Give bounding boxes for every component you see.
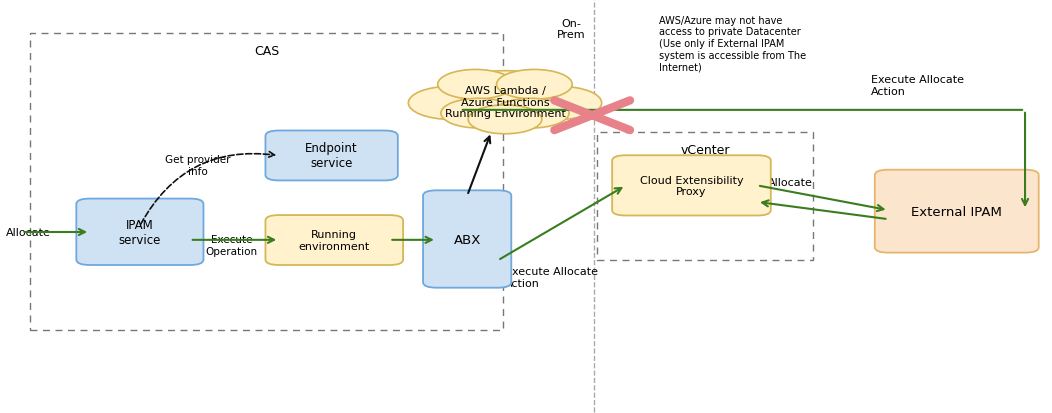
Text: Execute Allocate
Action: Execute Allocate Action — [505, 266, 598, 288]
Circle shape — [408, 87, 492, 120]
Text: vCenter: vCenter — [681, 144, 730, 157]
Text: Allocate: Allocate — [6, 228, 50, 237]
Text: Get provider
info: Get provider info — [165, 154, 231, 176]
FancyBboxPatch shape — [423, 191, 511, 288]
FancyBboxPatch shape — [77, 199, 203, 266]
Text: Execute
Operation: Execute Operation — [206, 235, 258, 256]
Text: Execute Allocate
Action: Execute Allocate Action — [871, 75, 964, 97]
Circle shape — [444, 71, 566, 119]
Circle shape — [518, 87, 602, 120]
Text: AWS/Azure may not have
access to private Datacenter
(Use only if External IPAM
s: AWS/Azure may not have access to private… — [660, 16, 807, 72]
Text: Allocate: Allocate — [768, 178, 813, 188]
FancyBboxPatch shape — [265, 131, 398, 181]
Text: Endpoint
service: Endpoint service — [305, 142, 358, 170]
FancyBboxPatch shape — [265, 216, 403, 266]
Text: AWS Lambda /
Azure Functions
Running Environment: AWS Lambda / Azure Functions Running Env… — [445, 86, 565, 119]
FancyBboxPatch shape — [612, 156, 771, 216]
Circle shape — [438, 70, 513, 100]
Bar — [31, 33, 503, 330]
Text: ABX: ABX — [453, 233, 481, 246]
Text: Running
environment: Running environment — [299, 230, 370, 251]
Text: On-
Prem: On- Prem — [557, 19, 586, 40]
Circle shape — [493, 99, 569, 129]
FancyBboxPatch shape — [875, 170, 1038, 253]
Circle shape — [468, 106, 542, 135]
Text: IPAM
service: IPAM service — [119, 218, 161, 246]
Text: CAS: CAS — [254, 45, 279, 58]
Text: Cloud Extensibility
Proxy: Cloud Extensibility Proxy — [640, 175, 744, 197]
Circle shape — [497, 70, 572, 100]
Circle shape — [441, 99, 517, 129]
Text: External IPAM: External IPAM — [911, 205, 1003, 218]
Bar — [598, 133, 813, 260]
